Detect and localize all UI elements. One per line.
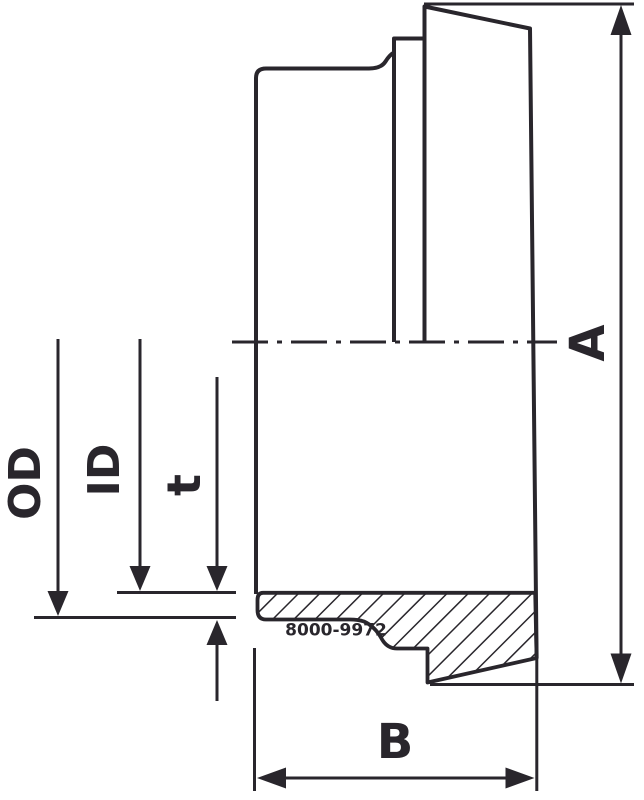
dimension-a <box>610 5 632 684</box>
part-outline <box>254 4 539 659</box>
dimension-t <box>206 377 228 701</box>
part-number: 8000-9972 <box>285 620 387 641</box>
dimension-od <box>47 339 69 616</box>
b-left-arrowhead <box>257 767 286 789</box>
t-lower-arrowhead <box>206 620 228 645</box>
dimension-b <box>257 767 535 789</box>
a-top-arrowhead <box>610 5 632 35</box>
b-right-arrowhead <box>505 767 535 789</box>
t-upper-arrowhead <box>206 566 228 591</box>
label-length-b: B <box>376 714 414 770</box>
a-bottom-arrowhead <box>610 653 632 684</box>
label-wall-thickness: t <box>157 474 211 496</box>
label-length-a: A <box>560 324 616 362</box>
label-inner-diameter: ID <box>79 443 130 497</box>
extension-lines <box>34 2 634 791</box>
id-arrowhead <box>129 566 151 591</box>
dimension-id <box>129 339 151 591</box>
od-arrowhead <box>47 591 69 616</box>
section-hatch <box>255 590 539 685</box>
label-outer-diameter: OD <box>0 446 51 520</box>
